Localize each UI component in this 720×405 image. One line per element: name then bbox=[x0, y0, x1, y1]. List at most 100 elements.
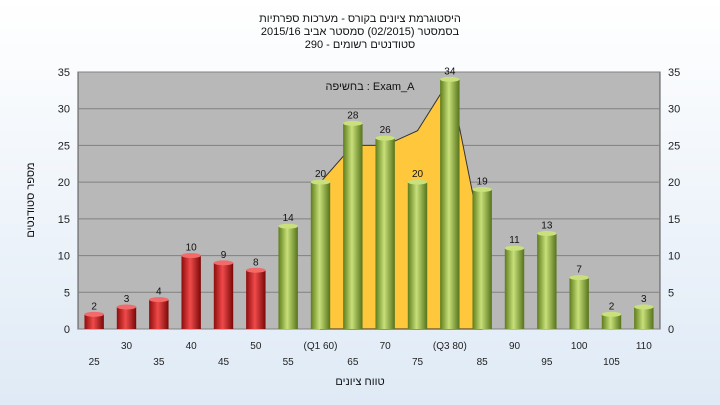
value-label: 2 bbox=[91, 301, 97, 312]
bar-body bbox=[310, 182, 331, 329]
bar-body bbox=[504, 248, 525, 329]
bar-body bbox=[634, 306, 654, 329]
x-tick-label: 40 bbox=[186, 341, 198, 352]
y-tick-right: 30 bbox=[668, 104, 680, 116]
value-label: 2 bbox=[609, 301, 615, 312]
bar-body bbox=[246, 270, 266, 329]
bar-cap bbox=[310, 179, 331, 185]
x-tick-label: 105 bbox=[603, 357, 620, 368]
bar-cap bbox=[181, 253, 201, 259]
bar-65 bbox=[343, 120, 363, 330]
bar-35 bbox=[149, 297, 169, 329]
bar-105 bbox=[601, 311, 622, 329]
bar-110 bbox=[634, 304, 654, 329]
x-tick-label: (Q3 80) bbox=[433, 341, 467, 352]
bar-body bbox=[375, 138, 395, 329]
bar-cap bbox=[537, 231, 557, 237]
bar-cap bbox=[375, 135, 395, 141]
bar-body bbox=[343, 123, 363, 330]
y-tick-left: 35 bbox=[58, 67, 70, 79]
x-tick-label: 100 bbox=[571, 341, 588, 352]
value-label: 28 bbox=[347, 110, 359, 121]
value-label: 8 bbox=[253, 257, 259, 268]
x-tick-label: 65 bbox=[347, 357, 359, 368]
y-tick-right: 5 bbox=[668, 287, 674, 299]
x-tick-label: 25 bbox=[89, 357, 101, 368]
y-tick-left: 10 bbox=[58, 251, 70, 263]
bar-cap bbox=[116, 304, 137, 310]
bar-25 bbox=[84, 311, 104, 329]
value-label: 20 bbox=[315, 169, 327, 180]
bar-(Q3 80) bbox=[440, 76, 460, 329]
y-axis-right-ticks: 0 5 10 15 20 25 30 35 bbox=[668, 67, 680, 336]
bar-body bbox=[116, 306, 137, 329]
value-label: 3 bbox=[124, 294, 130, 305]
x-tick-label: 95 bbox=[541, 357, 553, 368]
x-tick-label: 110 bbox=[636, 341, 652, 352]
x-tick-label: 30 bbox=[121, 341, 133, 352]
bar-95 bbox=[537, 231, 557, 329]
bar-50 bbox=[246, 267, 266, 329]
x-tick-label: 85 bbox=[477, 357, 489, 368]
title-line-1: היסטוגרמת ציונים בקורס - מערכות ספרתיות bbox=[259, 13, 461, 25]
bar-cap bbox=[149, 297, 169, 303]
value-label: 19 bbox=[477, 176, 489, 187]
bar-100 bbox=[569, 275, 589, 329]
bar-85 bbox=[472, 186, 492, 329]
y-tick-right: 25 bbox=[668, 140, 680, 152]
bar-cap bbox=[634, 304, 654, 310]
value-label: 9 bbox=[221, 250, 227, 261]
y-tick-left: 15 bbox=[58, 214, 70, 226]
bar-body bbox=[537, 233, 557, 329]
title-line-3: סטודנטים רשומים - 290 bbox=[305, 39, 416, 51]
bar-body bbox=[440, 79, 460, 329]
bar-cap bbox=[504, 245, 525, 251]
value-label: 3 bbox=[641, 294, 647, 305]
bar-cap bbox=[407, 179, 428, 185]
bar-(Q1 60) bbox=[310, 179, 331, 329]
bar-cap bbox=[84, 311, 104, 317]
x-tick-label: 75 bbox=[412, 357, 424, 368]
bar-cap bbox=[569, 275, 589, 281]
bar-cap bbox=[472, 186, 492, 192]
bar-30 bbox=[116, 304, 137, 329]
value-label: 11 bbox=[509, 235, 520, 246]
y-tick-left: 20 bbox=[58, 177, 70, 189]
x-tick-label: (Q1 60) bbox=[304, 341, 338, 352]
y-tick-right: 35 bbox=[668, 67, 680, 79]
bar-cap bbox=[246, 267, 266, 273]
bar-body bbox=[181, 255, 201, 329]
bar-55 bbox=[278, 223, 298, 329]
x-tick-label: 45 bbox=[218, 357, 230, 368]
bar-70 bbox=[375, 135, 395, 329]
value-label: 26 bbox=[380, 125, 392, 136]
bar-body bbox=[472, 189, 492, 329]
x-tick-label: 55 bbox=[283, 357, 295, 368]
bar-90 bbox=[504, 245, 525, 329]
bar-body bbox=[84, 314, 104, 329]
bar-cap bbox=[213, 260, 234, 266]
bar-cap bbox=[343, 120, 363, 126]
y-tick-right: 15 bbox=[668, 214, 680, 226]
bar-body bbox=[149, 299, 169, 329]
x-tick-label: 90 bbox=[509, 341, 521, 352]
bar-body bbox=[278, 226, 298, 329]
y-tick-right: 0 bbox=[668, 324, 674, 336]
bar-75 bbox=[407, 179, 428, 329]
y-axis-left-ticks: 0 5 10 15 20 25 30 35 bbox=[58, 67, 70, 336]
y-tick-right: 10 bbox=[668, 251, 680, 263]
value-label: 13 bbox=[541, 221, 553, 232]
x-tick-label: 70 bbox=[380, 341, 392, 352]
y-axis-label: מספר סטודנטים bbox=[25, 162, 37, 237]
bar-cap bbox=[440, 76, 460, 82]
y-tick-left: 5 bbox=[64, 287, 70, 299]
title-line-2: בסמסטר (02/2015) סמסטר אביב 2015/16 bbox=[261, 26, 460, 38]
x-tick-label: 35 bbox=[153, 357, 165, 368]
value-label: 7 bbox=[576, 265, 582, 276]
value-label: 10 bbox=[186, 243, 198, 254]
bar-body bbox=[601, 314, 622, 329]
x-tick-label: 50 bbox=[250, 341, 262, 352]
bar-body bbox=[213, 262, 234, 329]
